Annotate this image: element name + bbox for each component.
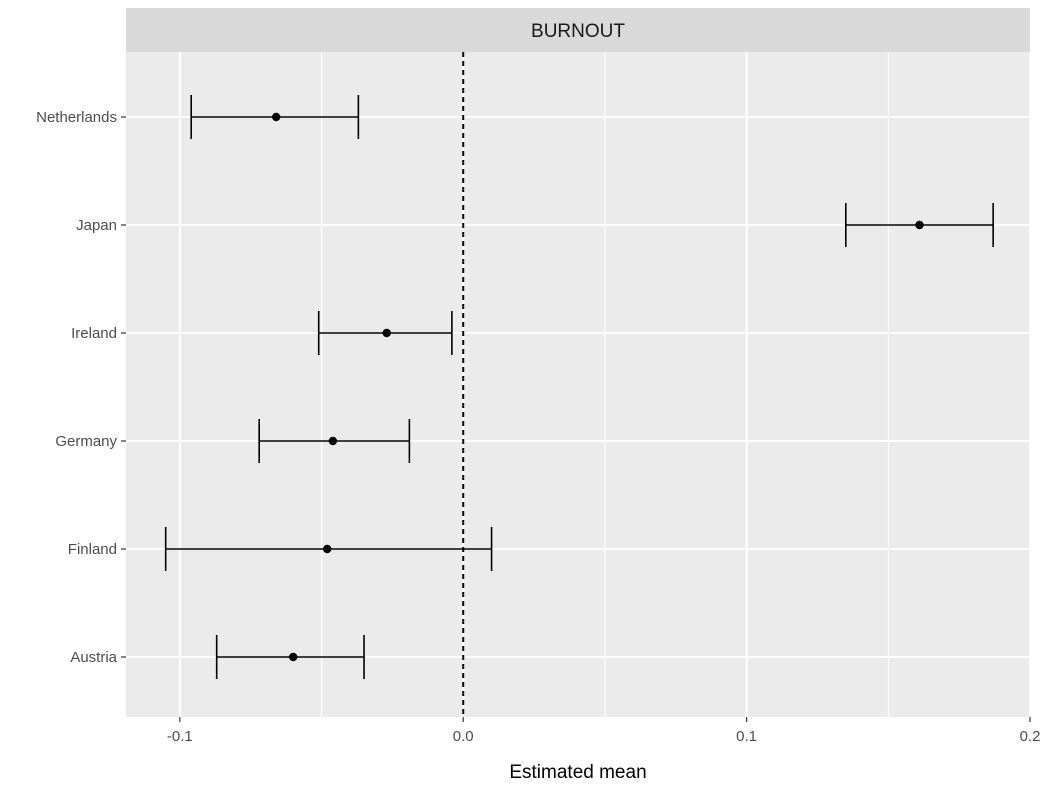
estimate-point — [271, 112, 281, 122]
x-tick-label: 0.0 — [453, 728, 474, 745]
errorbar-ireland — [317, 311, 453, 355]
x-axis-title: Estimated mean — [509, 762, 646, 783]
x-tick-label: 0.1 — [736, 728, 757, 745]
estimate-point — [382, 328, 391, 338]
strip-background — [126, 8, 1030, 52]
y-tick-label: Japan — [76, 217, 117, 234]
estimate-point — [323, 544, 332, 554]
x-tick-label: -0.1 — [167, 728, 193, 745]
errorbar-germany — [258, 419, 411, 463]
errorbar-japan — [844, 203, 994, 247]
estimate-point — [288, 652, 298, 662]
errorbar-finland — [164, 527, 493, 571]
errorbar-netherlands — [190, 95, 360, 139]
y-tick-label: Ireland — [71, 325, 117, 342]
y-tick-label: Finland — [68, 541, 117, 558]
facet-strip-label: BURNOUT — [531, 21, 625, 42]
plot-panel — [126, 52, 1030, 717]
axis-layer: -0.1 0.0 0.1 0.2 Netherlands Japan Ireland Germ… — [36, 109, 1040, 745]
x-tick-label: 0.2 — [1020, 728, 1041, 745]
marks-layer — [164, 95, 994, 679]
errorbar-austria — [215, 635, 365, 679]
y-tick-label: Austria — [70, 649, 117, 666]
y-tick-label: Germany — [55, 433, 117, 450]
y-tick-label: Netherlands — [36, 109, 117, 126]
estimate-point — [915, 220, 924, 230]
estimate-point — [328, 436, 338, 446]
